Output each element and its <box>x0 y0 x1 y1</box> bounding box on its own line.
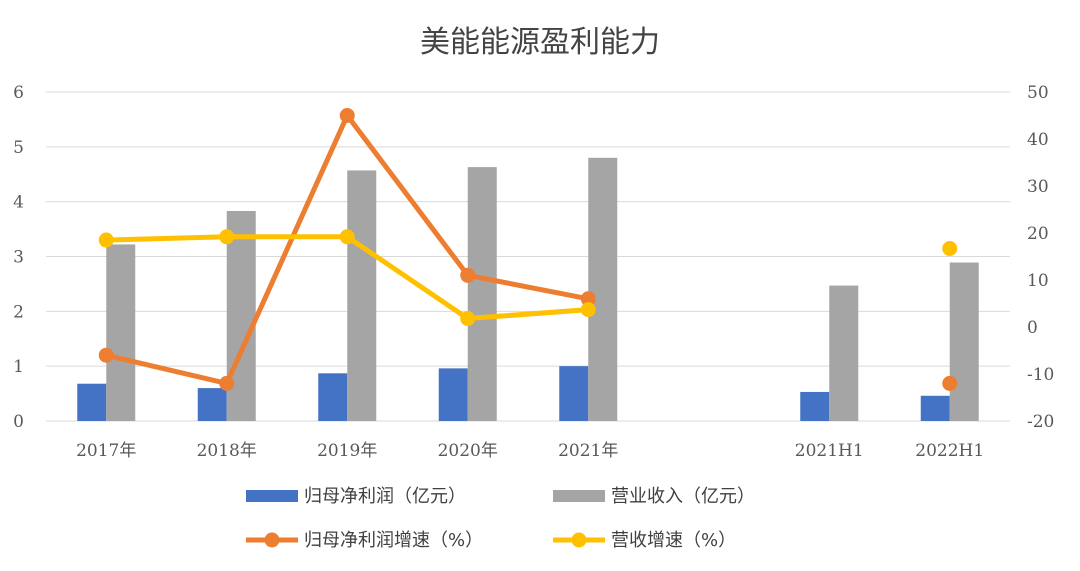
legend-swatch <box>553 490 605 502</box>
gridlines <box>46 91 1010 422</box>
legend-label: 营业收入（亿元） <box>611 486 755 507</box>
line-series <box>98 108 958 391</box>
revenue-growth-point <box>942 241 958 257</box>
profit-growth-point <box>219 375 235 391</box>
legend-swatch <box>246 490 298 502</box>
bar-revenue <box>347 170 377 421</box>
right-tick-label: 20 <box>1027 224 1049 244</box>
chart-title: 美能能源盈利能力 <box>420 25 660 60</box>
x-tick-label: 2018年 <box>197 441 257 461</box>
revenue-growth-point <box>339 229 355 245</box>
legend-item: 营收增速（%） <box>553 530 736 551</box>
right-tick-label: -20 <box>1027 412 1054 432</box>
legend-marker <box>571 532 587 548</box>
bar-revenue <box>949 262 979 421</box>
left-tick-label: 0 <box>13 412 24 432</box>
revenue-growth-point <box>580 302 596 318</box>
left-tick-label: 5 <box>13 138 24 158</box>
right-tick-label: 40 <box>1027 130 1049 150</box>
bar-net-profit <box>800 391 830 421</box>
x-tick-label: 2019年 <box>317 441 377 461</box>
left-tick-label: 3 <box>13 248 24 268</box>
profit-growth-point <box>460 267 476 283</box>
legend-label: 营收增速（%） <box>611 530 736 551</box>
bar-revenue <box>829 285 859 421</box>
x-tick-label: 2021H1 <box>795 441 864 461</box>
bar-revenue <box>106 244 136 421</box>
right-tick-label: -10 <box>1027 365 1054 385</box>
x-tick-label: 2017年 <box>76 441 136 461</box>
left-tick-label: 6 <box>13 83 24 103</box>
left-axis-ticks: 0 1 2 3 4 5 6 <box>13 83 24 432</box>
left-tick-label: 4 <box>13 193 24 213</box>
right-tick-label: 0 <box>1027 318 1038 338</box>
right-tick-label: 10 <box>1027 271 1049 291</box>
revenue-growth-point <box>219 229 235 245</box>
right-axis-ticks: -20 -10 0 10 20 30 40 50 <box>1027 83 1054 432</box>
bar-revenue <box>467 167 497 421</box>
bar-series <box>77 157 979 422</box>
bar-net-profit <box>197 388 227 421</box>
legend-label: 归母净利润增速（%） <box>304 530 483 551</box>
legend-item: 归母净利润（亿元） <box>246 486 466 507</box>
bar-net-profit <box>559 366 589 421</box>
bar-revenue <box>588 157 618 422</box>
bar-net-profit <box>920 395 950 421</box>
profit-growth-point <box>580 291 596 307</box>
x-tick-label: 2022H1 <box>915 441 984 461</box>
revenue-growth-point <box>98 232 114 248</box>
right-tick-label: 30 <box>1027 177 1049 197</box>
x-axis-ticks: 2017年 2018年 2019年 2020年 2021年 2021H1 2022H1 <box>76 441 984 461</box>
left-tick-label: 1 <box>13 357 24 377</box>
x-tick-label: 2020年 <box>438 441 498 461</box>
bar-net-profit <box>438 368 468 421</box>
legend-marker <box>264 532 280 548</box>
bar-net-profit <box>77 383 107 421</box>
legend-item: 归母净利润增速（%） <box>246 530 483 551</box>
x-tick-label: 2021年 <box>558 441 618 461</box>
left-tick-label: 2 <box>13 302 24 322</box>
legend-item: 营业收入（亿元） <box>553 486 755 507</box>
profit-growth-point <box>339 108 355 123</box>
profit-growth-point <box>942 375 958 391</box>
bar-net-profit <box>318 373 348 421</box>
right-tick-label: 50 <box>1027 83 1049 103</box>
profit-growth-point <box>98 347 114 363</box>
revenue-growth-point <box>460 311 476 327</box>
legend: 归母净利润（亿元） 营业收入（亿元） 归母净利润增速（%） 营收增速（%） <box>246 486 755 551</box>
legend-label: 归母净利润（亿元） <box>304 486 466 507</box>
